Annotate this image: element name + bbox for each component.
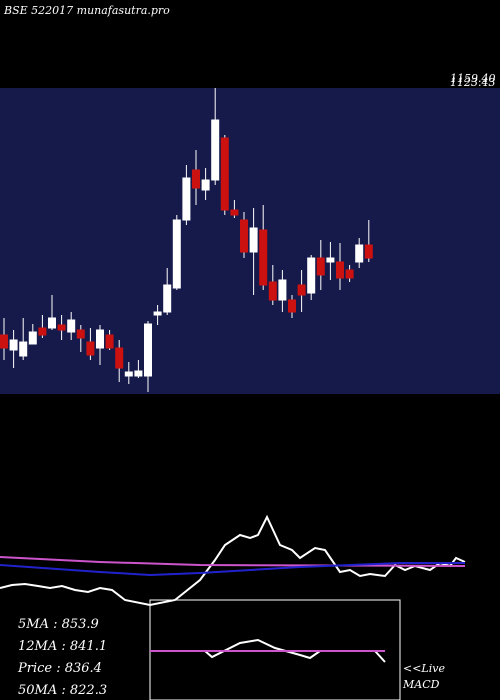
candle-body (355, 244, 364, 263)
candle-body (211, 119, 220, 181)
indicator-line (0, 514, 466, 607)
candle-body (153, 311, 162, 316)
candle-body (0, 334, 8, 349)
candle-body (249, 227, 258, 253)
candle-body (48, 317, 56, 329)
candle-body (96, 329, 104, 349)
stat: 12MA : 841.1 (18, 639, 107, 654)
macd-label: MACD (402, 678, 440, 691)
candle-body (38, 327, 47, 336)
candle-body (336, 261, 344, 279)
chart-title: BSE 522017 munafasutra.pro (3, 4, 170, 17)
candle-body (268, 281, 277, 301)
price-label: 1123.43 (450, 76, 496, 89)
candle-body (240, 219, 248, 253)
candle-body (307, 257, 316, 294)
candle-body (105, 334, 114, 349)
candle-body (172, 219, 181, 289)
stat: Price : 836.4 (17, 661, 102, 676)
candle-body (28, 331, 37, 345)
candle-body (192, 169, 200, 189)
price-label: 1159.40 (450, 72, 496, 85)
candle-body (230, 209, 239, 216)
candle-body (19, 341, 28, 357)
stat: 50MA : 822.3 (18, 683, 107, 698)
candle-body (345, 269, 354, 279)
candle-body (67, 319, 76, 333)
candle-body (259, 229, 268, 286)
candle-body (76, 329, 85, 339)
candle-body (364, 244, 373, 259)
stat: 5MA : 853.9 (18, 617, 99, 632)
candle-body (326, 257, 335, 263)
candle-body (144, 323, 152, 377)
candle-body (57, 324, 66, 331)
candle-body (163, 284, 172, 313)
indicator-line (0, 562, 465, 577)
candle-body (288, 299, 296, 313)
candle-body (316, 257, 325, 276)
candle-body (86, 341, 95, 356)
candle-body (124, 371, 133, 377)
candle-body (220, 137, 229, 211)
candle-body (201, 179, 210, 191)
candle-body (115, 347, 124, 369)
candle-body (134, 370, 143, 377)
candle-body (9, 339, 18, 351)
candle-body (182, 177, 191, 221)
candle-body (278, 279, 287, 301)
candle-body (297, 284, 306, 296)
live-label: <<Live (403, 662, 445, 675)
